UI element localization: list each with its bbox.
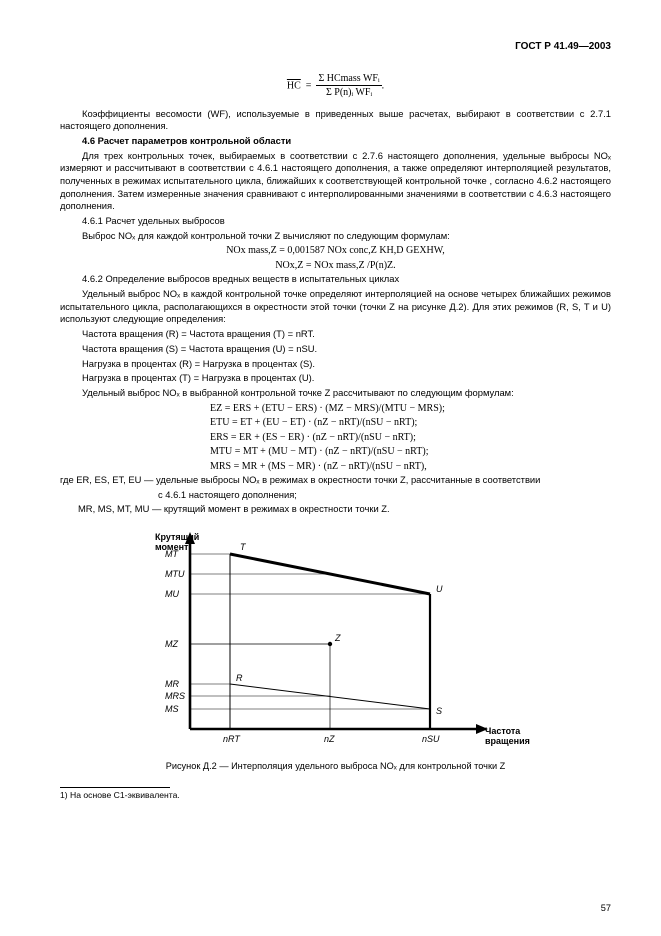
para-4-6-2-body: Удельный выброс NOₓ в каждой контрольной…	[60, 288, 611, 326]
eq-MTU: MTU = MT + (MU − MT) · (nZ − nRT)/(nSU −…	[60, 445, 611, 459]
fig-x-nRT: nRT	[223, 734, 241, 744]
footnote-1: 1) На основе C1-эквивалента.	[60, 790, 611, 802]
heading-4-6: 4.6 Расчет параметров контрольной област…	[60, 135, 611, 148]
fig-pt-Z: Z	[334, 633, 341, 643]
heading-4-6-1: 4.6.1 Расчет удельных выбросов	[60, 215, 611, 228]
fig-y-MT: MT	[165, 549, 179, 559]
hc-formula: HC = Σ HCmass WFᵢ Σ P(n)ᵢ WFᵢ .	[60, 72, 611, 100]
heading-4-6-2: 4.6.2 Определение выбросов вредных вещес…	[60, 273, 611, 286]
eq-EZ: EZ = ERS + (ETU − ERS) · (MZ − MRS)/(MTU…	[60, 402, 611, 416]
eq-461b: NOx,Z = NOx mass,Z /P(n)Z.	[60, 259, 611, 273]
figure-d2: Крутящиймомент Частотавращения T U Z R S…	[110, 524, 530, 754]
eq-461a: NOx mass,Z = 0,001587 NOx conc,Z KH,D GE…	[60, 244, 611, 258]
doc-standard-header: ГОСТ Р 41.49—2003	[60, 40, 611, 54]
para-4-6-body: Для трех контрольных точек, выбираемых в…	[60, 150, 611, 213]
hc-tail: .	[382, 80, 385, 91]
fig-x-nSU: nSU	[422, 734, 440, 744]
eq-MRS: MRS = MR + (MS − MR) · (nZ − nRT)/(nSU −…	[60, 460, 611, 474]
fig-pt-U: U	[436, 584, 443, 594]
fig-y-MRS: MRS	[165, 691, 185, 701]
fig-pt-R: R	[236, 673, 243, 683]
where-line-2: MR, MS, MT, MU — крутящий момент в режим…	[60, 503, 611, 516]
hc-den: Σ P(n)ᵢ WFᵢ	[316, 86, 381, 100]
where-line-1a: где ER, ES, ET, EU — удельные выбросы NO…	[60, 474, 611, 487]
hc-num: Σ HCmass WFᵢ	[316, 72, 381, 87]
page-number: 57	[601, 902, 611, 914]
eq-ERS: ERS = ER + (ES − ER) · (nZ − nRT)/(nSU −…	[60, 431, 611, 445]
fig-y-MS: MS	[165, 704, 179, 714]
hc-fraction: Σ HCmass WFᵢ Σ P(n)ᵢ WFᵢ	[316, 72, 381, 100]
def-4: Нагрузка в процентах (T) = Нагрузка в пр…	[60, 372, 611, 385]
def-2: Частота вращения (S) = Частота вращения …	[60, 343, 611, 356]
def-3: Нагрузка в процентах (R) = Нагрузка в пр…	[60, 358, 611, 371]
para-wf: Коэффициенты весомости (WF), используемы…	[60, 108, 611, 133]
fig-y-MZ: MZ	[165, 639, 178, 649]
def-1: Частота вращения (R) = Частота вращения …	[60, 328, 611, 341]
fig-y-MR: MR	[165, 679, 179, 689]
fig-y-MU: MU	[165, 589, 179, 599]
fig-pt-S: S	[436, 706, 442, 716]
figure-caption: Рисунок Д.2 — Интерполяция удельного выб…	[60, 760, 611, 772]
para-4-6-2-lead2: Удельный выброс NOₓ в выбранной контроль…	[60, 387, 611, 400]
para-4-6-1-lead: Выброс NOₓ для каждой контрольной точки …	[60, 230, 611, 243]
fig-x-nZ: nZ	[324, 734, 335, 744]
hc-lhs: HC	[287, 80, 301, 91]
eq-ETU: ETU = ET + (EU − ET) · (nZ − nRT)/(nSU −…	[60, 416, 611, 430]
where-line-1b: с 4.6.1 настоящего дополнения;	[60, 489, 611, 502]
fig-y-MTU: MTU	[165, 569, 185, 579]
footnote-rule	[60, 787, 170, 788]
